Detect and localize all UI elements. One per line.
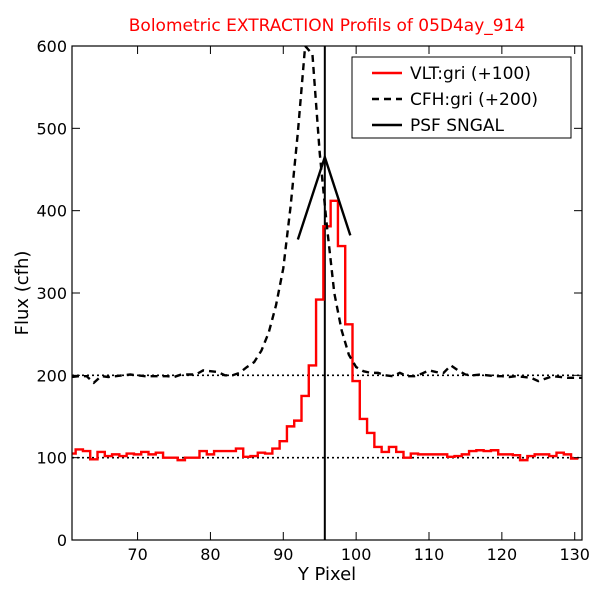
y-tick-label: 0 bbox=[57, 531, 67, 550]
series-line-1 bbox=[72, 46, 582, 385]
y-tick-label: 400 bbox=[36, 202, 67, 221]
x-tick-label: 80 bbox=[200, 545, 220, 564]
x-axis-ticks: 70 80 90 100 110 120 130 bbox=[127, 46, 590, 564]
y-tick-label: 500 bbox=[36, 119, 67, 138]
x-tick-label: 100 bbox=[341, 545, 372, 564]
series-line-2 bbox=[296, 153, 352, 240]
series-line-0 bbox=[72, 199, 579, 462]
y-tick-label: 200 bbox=[36, 366, 67, 385]
x-tick-label: 110 bbox=[414, 545, 445, 564]
y-tick-label: 100 bbox=[36, 449, 67, 468]
chart-title: Bolometric EXTRACTION Profils of 05D4ay_… bbox=[129, 16, 525, 36]
legend-label: VLT:gri (+100) bbox=[410, 64, 531, 84]
legend-label: PSF SNGAL bbox=[410, 116, 505, 136]
y-axis-label: Flux (cfh) bbox=[12, 251, 33, 336]
y-tick-label: 600 bbox=[36, 37, 67, 56]
y-axis-ticks: 0 100 200 300 400 500 600 bbox=[36, 37, 582, 550]
legend: VLT:gri (+100) CFH:gri (+200) PSF SNGAL bbox=[351, 56, 572, 139]
x-tick-label: 130 bbox=[559, 545, 590, 564]
series-group bbox=[72, 46, 582, 462]
x-tick-label: 70 bbox=[127, 545, 147, 564]
y-tick-label: 300 bbox=[36, 284, 67, 303]
x-tick-label: 120 bbox=[487, 545, 518, 564]
x-axis-label: Y Pixel bbox=[297, 564, 356, 585]
legend-label: CFH:gri (+200) bbox=[410, 90, 538, 110]
x-tick-label: 90 bbox=[273, 545, 293, 564]
